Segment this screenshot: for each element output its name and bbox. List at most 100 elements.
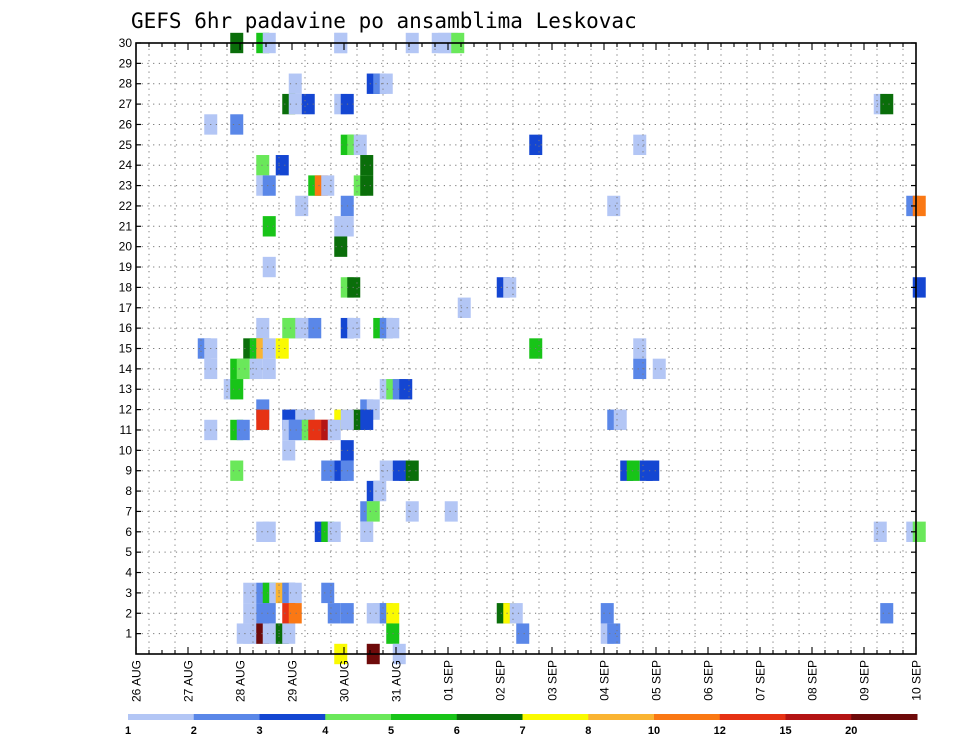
heatmap-cell: [262, 216, 276, 237]
y-tick-label: 20: [119, 240, 133, 254]
y-tick-label: 30: [119, 36, 133, 50]
legend-swatch: [588, 714, 655, 720]
y-axis: 1234567891011121314151617181920212223242…: [119, 36, 916, 641]
legend-swatch: [193, 714, 260, 720]
legend-label: 3: [256, 725, 262, 737]
heatmap-cell: [327, 419, 341, 441]
legend-label: 10: [648, 725, 660, 737]
chart-title: GEFS 6hr padavine po ansamblima Leskovac: [131, 9, 637, 33]
heatmap-cell: [880, 603, 894, 624]
heatmap-cell: [457, 297, 471, 318]
y-tick-label: 23: [119, 179, 133, 193]
y-tick-label: 13: [119, 382, 133, 396]
heatmap-cell: [399, 379, 413, 400]
heatmap-cell: [405, 501, 419, 522]
x-tick-label: 06 SEP: [702, 660, 716, 701]
y-tick-label: 10: [119, 443, 133, 457]
legend-swatch: [522, 714, 589, 720]
y-tick-label: 22: [119, 199, 133, 213]
heatmap-cell: [282, 623, 296, 644]
heatmap-cell: [613, 409, 627, 430]
heatmap-cell: [243, 582, 257, 604]
legend-label: 4: [322, 725, 329, 737]
color-legend: 1 2 3 4 5 6 7 8 10 12 15 20: [125, 714, 918, 737]
x-tick-label: 29 AUG: [286, 660, 300, 702]
heatmap-cell: [288, 93, 302, 115]
y-tick-label: 16: [119, 321, 133, 335]
heatmap-cell: [626, 460, 640, 481]
legend-label: 1: [125, 725, 131, 737]
legend-label: 15: [779, 725, 791, 737]
heatmap-cell: [373, 480, 387, 502]
heatmap-cell: [360, 409, 374, 430]
heatmap-cell: [262, 603, 276, 624]
heatmap-cell: [633, 338, 647, 359]
y-tick-label: 2: [125, 606, 132, 620]
y-tick-label: 25: [119, 138, 133, 152]
heatmap-cell: [262, 358, 276, 380]
heatmap-cell: [321, 582, 335, 604]
heatmap-cell: [236, 419, 250, 441]
heatmap-cell: [360, 155, 374, 176]
heatmap-cell: [288, 73, 302, 94]
legend-label: 6: [454, 725, 460, 737]
y-tick-label: 3: [125, 586, 132, 600]
x-tick-label: 03 SEP: [546, 660, 560, 701]
y-tick-label: 12: [119, 403, 133, 417]
heatmap-cell: [256, 317, 270, 339]
heatmap-cell: [262, 521, 276, 542]
heatmap-cell: [633, 134, 647, 156]
y-tick-label: 17: [119, 301, 133, 315]
heatmap-cell: [880, 93, 894, 115]
x-tick-label: 30 AUG: [338, 660, 352, 702]
heatmap-cell: [282, 440, 296, 461]
heatmap-cell: [288, 582, 302, 604]
x-axis: 26 AUG 27 AUG 28 AUG 29 AUG 30 AUG 31 AUG 01 S…: [130, 43, 924, 702]
heatmap-cell: [405, 460, 419, 481]
heatmap-cell: [366, 501, 380, 522]
x-tick-label: 28 AUG: [234, 660, 248, 702]
heatmap-cell: [873, 521, 887, 542]
legend-label: 5: [388, 725, 394, 737]
heatmap-cell: [236, 358, 250, 380]
heatmap-cell: [503, 277, 517, 298]
legend-label: 7: [519, 725, 525, 737]
heatmap-cell: [353, 134, 367, 156]
y-tick-label: 1: [125, 627, 132, 641]
x-tick-label: 31 AUG: [390, 660, 404, 702]
legend-swatch: [851, 714, 918, 720]
x-tick-label: 08 SEP: [806, 660, 820, 701]
legend-swatch: [128, 714, 195, 720]
heatmap-cell: [444, 501, 458, 522]
x-tick-label: 26 AUG: [130, 660, 144, 702]
legend-swatch: [654, 714, 721, 720]
heatmap-cell: [230, 460, 244, 481]
x-tick-label: 27 AUG: [182, 660, 196, 702]
y-tick-label: 18: [119, 280, 133, 294]
heatmap-cell: [509, 603, 523, 624]
x-tick-label: 02 SEP: [494, 660, 508, 701]
y-tick-label: 27: [119, 97, 133, 111]
x-tick-label: 05 SEP: [650, 660, 664, 701]
heatmap-cell: [288, 603, 302, 624]
heatmap-cell: [516, 623, 530, 644]
legend-swatch: [719, 714, 786, 720]
legend-label: 12: [714, 725, 726, 737]
legend-swatch: [785, 714, 852, 720]
heatmap-cell: [607, 195, 621, 217]
x-tick-label: 10 SEP: [910, 660, 924, 701]
y-tick-label: 29: [119, 56, 133, 70]
y-tick-label: 9: [125, 464, 132, 478]
legend-swatch: [456, 714, 523, 720]
heatmap-cell: [652, 358, 666, 380]
legend-swatch: [391, 714, 458, 720]
heatmap-cell: [275, 155, 289, 176]
heatmap-cell: [256, 409, 270, 430]
y-tick-label: 14: [119, 362, 133, 376]
y-tick-label: 26: [119, 117, 133, 131]
x-tick-label: 01 SEP: [442, 660, 456, 701]
heatmap-cell: [230, 379, 244, 400]
heatmap-cell: [327, 521, 341, 542]
heatmap-cell: [321, 175, 335, 196]
